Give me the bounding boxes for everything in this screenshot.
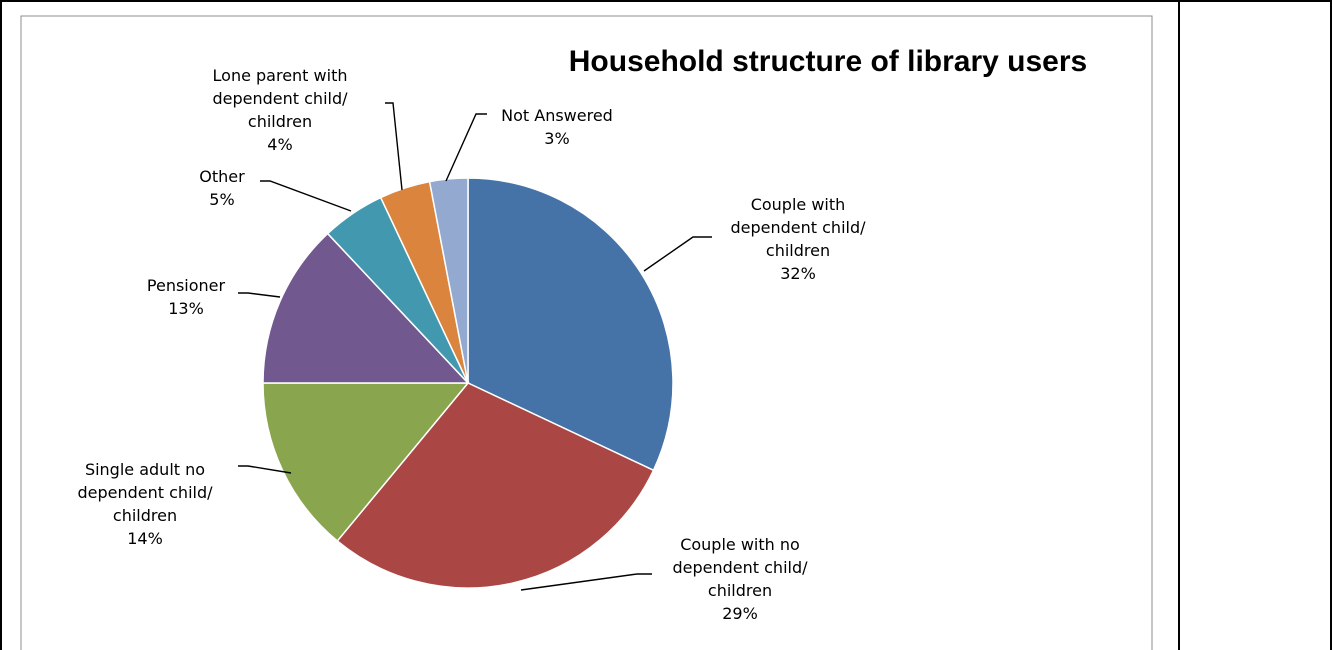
slice-category-label: Not Answered [501,106,613,125]
slice-category-label: children [708,581,772,600]
slice-category-label: children [766,241,830,260]
slice-category-label: dependent child/ [730,218,866,237]
pie-slice-2 [336,382,655,589]
slice-category-label: dependent child/ [77,483,213,502]
slice-value-label: 29% [722,604,758,623]
slice-label-7: Not Answered 3% [501,106,613,148]
pie-slice-7 [428,177,469,384]
slice-value-label: 13% [168,299,204,318]
slice-category-label: Lone parent with [213,66,348,85]
slice-label-4: Pensioner 13% [147,276,226,318]
pie-slice-4 [262,232,470,384]
slice-label-3: Single adult no dependent child/children 1… [77,460,213,548]
leader-line-3 [238,465,292,474]
slice-category-label: Other [199,167,245,186]
slice-category-label: Couple with no [680,535,800,554]
slice-category-label: Single adult no [85,460,205,479]
slice-value-label: 3% [544,129,569,148]
slice-category-label: dependent child/ [212,89,348,108]
slice-category-label: dependent child/ [672,558,808,577]
slice-value-label: 4% [267,135,292,154]
chart-area-border [20,15,1153,650]
slice-value-label: 32% [780,264,816,283]
slice-category-label: Pensioner [147,276,226,295]
slice-value-label: 14% [127,529,163,548]
slice-category-label: Couple with [751,195,846,214]
slice-label-2: Couple with no dependent child/children 29… [672,535,808,623]
chart-title: Household structure of library users [569,45,1087,78]
leader-line-5 [260,180,352,212]
slice-category-label: children [113,506,177,525]
slice-label-1: Couple with dependent child/children 32% [730,195,866,283]
slice-label-6: Lone parent with dependent child/children… [212,66,348,154]
leader-line-6 [385,102,403,191]
pie-slice-3 [262,382,470,543]
slice-labels: Couple with dependent child/children 32%Co… [77,66,866,623]
leader-line-1 [643,236,712,272]
pie-slices [262,177,674,589]
leader-lines [238,102,712,591]
leader-line-4 [238,292,281,298]
leader-line-2 [520,573,652,591]
slice-label-5: Other 5% [199,167,245,209]
slice-category-label: children [248,112,312,131]
leader-line-7 [445,113,487,182]
pie-slice-1 [467,177,674,472]
slice-value-label: 5% [209,190,234,209]
